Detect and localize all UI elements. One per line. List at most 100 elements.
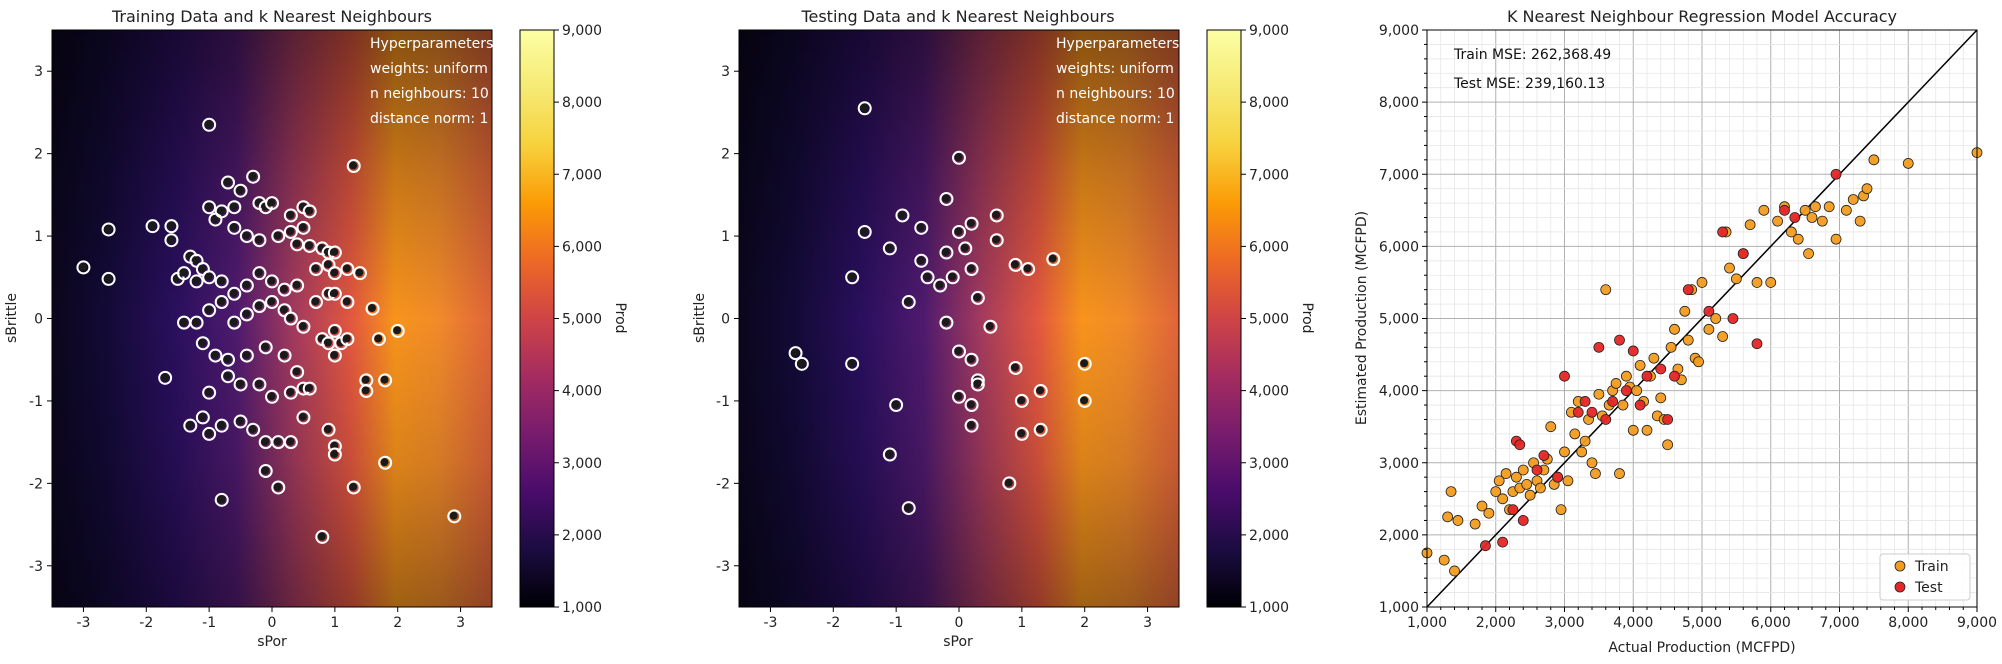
data-point [305,383,314,392]
data-point [960,243,969,252]
data-point [1010,363,1019,372]
data-point-ring [371,332,386,347]
data-point [103,274,112,283]
x-tick-label: 5,000 [1682,615,1722,631]
data-point-train [1868,154,1880,166]
data-point-train [1610,378,1622,389]
colorbar-tick-label: 3,000 [562,456,602,472]
y-tick-label: -2 [29,476,43,492]
data-point-ring [964,352,979,367]
colorbar-tick-label: 3,000 [1249,456,1289,472]
data-point [954,227,963,236]
data-point-ring [939,315,954,330]
data-point [229,318,238,327]
x-tick-label: -3 [763,615,777,631]
data-point-ring [353,266,367,281]
data-point [235,186,244,195]
data-point-ring [302,381,317,396]
annotation-distance-norm: distance norm: 1 [370,111,488,127]
data-point-test [1531,464,1543,476]
data-point [254,268,263,277]
x-tick-label: 2 [393,615,402,631]
data-point [1080,396,1089,405]
data-point [217,495,226,504]
colorbar-tick-label: 9,000 [562,23,602,39]
data-point [966,219,975,228]
data-point-train [1823,201,1835,213]
data-point-ring [327,323,342,338]
y-tick-label: -2 [716,476,730,492]
chart-title: K Nearest Neighbour Regression Model Acc… [1507,7,1897,26]
y-tick-label: 2,000 [1379,528,1419,544]
heatmap [738,29,1180,608]
data-point-train [1679,305,1691,317]
data-point-ring [340,295,355,310]
data-point-train [1655,392,1667,404]
data-point-train [1854,215,1866,227]
y-tick-label: 2 [721,147,730,163]
data-point-test [1607,396,1619,407]
data-point-train [1902,158,1914,169]
data-point-test [1634,399,1646,411]
data-point [273,437,282,446]
data-point-train [1449,565,1460,577]
data-point [330,247,339,256]
data-point [916,223,925,232]
data-point [342,334,351,343]
data-point [380,375,389,384]
data-point [1004,478,1013,487]
data-point [273,231,282,240]
data-point [323,338,332,347]
data-point-train [1803,248,1814,259]
data-point-ring [327,286,342,301]
panel-accuracy: K Nearest Neighbour Regression Model Acc… [1354,7,1997,656]
x-tick-label: -1 [889,615,903,631]
data-point [286,388,295,397]
data-point [298,322,307,331]
data-point-ring [265,389,279,404]
data-point-test [1789,212,1801,223]
data-point-ring [1008,257,1023,272]
data-point-ring [227,200,242,215]
panel-testing: Testing Data and k Nearest Neighbours -3… [692,7,1315,650]
data-point-ring [857,101,872,116]
data-point-ring [983,319,998,334]
x-tick-label: -2 [139,615,153,631]
data-point-ring [189,315,204,330]
data-point [935,280,944,289]
data-point-ring [239,348,254,363]
data-point [330,449,339,458]
data-point [267,276,276,285]
data-point [198,264,207,273]
x-tick-label: 0 [268,615,277,631]
x-tick-label: 4,000 [1613,615,1653,631]
data-point [449,511,458,520]
data-point-ring [989,233,1004,248]
data-point-train [1861,183,1873,195]
data-point-ring [202,303,217,318]
data-point-ring [239,229,254,244]
data-point [179,318,188,327]
data-point [361,386,370,395]
data-point [191,276,200,285]
data-point-train [1840,204,1852,216]
data-point-ring [214,204,229,219]
data-point-ring [327,245,342,260]
data-point-ring [952,389,966,404]
data-point-ring [378,455,393,470]
data-point-ring [202,200,217,215]
data-point-ring [901,501,916,516]
data-point [279,350,288,359]
data-point [254,301,263,310]
data-point-train [1724,262,1735,274]
x-tick-label: -2 [826,615,840,631]
annotation-neighbours: n neighbours: 10 [1056,86,1175,102]
y-tick-label: 5,000 [1379,312,1419,328]
x-ticks: -3 -2 -1 0 1 2 3 [763,607,1152,631]
data-point-ring [970,377,985,392]
data-point-ring [214,418,229,433]
y-ticks: 1,000 2,000 3,000 4,000 5,000 6,000 7,000 8,000… [1379,23,1427,616]
data-point [1010,260,1019,269]
x-tick-label: 9,000 [1957,615,1997,631]
x-tick-label: 8,000 [1888,615,1928,631]
